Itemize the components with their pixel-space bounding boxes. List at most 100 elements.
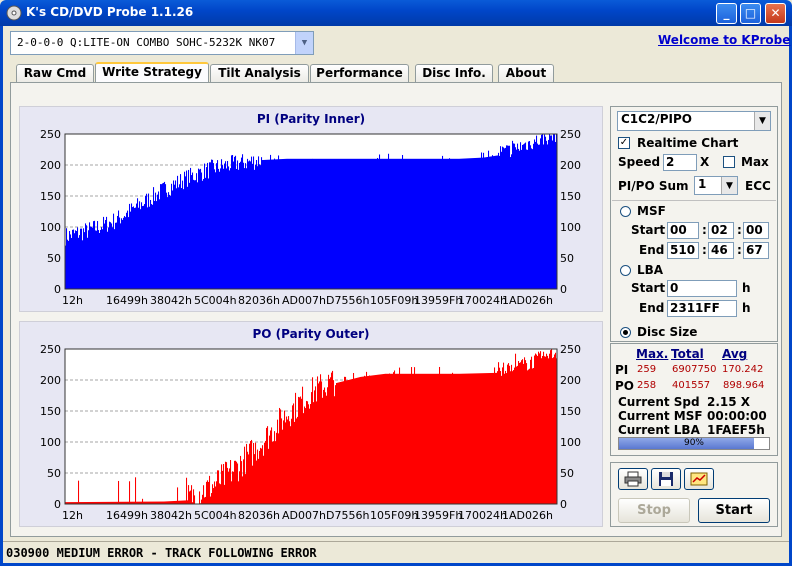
drive-select[interactable]: 2-0-0-0 Q:LITE-ON COMBO SOHC-5232K NK07 … xyxy=(10,31,314,55)
msf-start-sec[interactable]: 02 xyxy=(708,222,734,239)
bar xyxy=(71,502,73,504)
bar xyxy=(482,157,484,289)
msf-end-sec[interactable]: 46 xyxy=(708,242,734,259)
msf-start-frame[interactable]: 00 xyxy=(743,222,769,239)
bar xyxy=(131,203,133,289)
bar xyxy=(394,370,396,504)
lba-end-input[interactable]: 2311FF xyxy=(667,300,737,317)
bar xyxy=(530,359,532,504)
bar xyxy=(176,188,178,289)
bar xyxy=(203,485,205,504)
bar xyxy=(348,379,350,504)
x-tick-label: 105F09h xyxy=(370,509,418,522)
bar xyxy=(435,158,437,289)
bar xyxy=(381,374,383,504)
msf-end-min[interactable]: 510 xyxy=(667,242,699,259)
y-tick-label: 0 xyxy=(54,498,61,511)
bar xyxy=(467,158,469,289)
bar xyxy=(330,158,332,289)
mode-select[interactable]: C1C2/PIPO ▼ xyxy=(617,111,771,131)
bar xyxy=(260,447,262,504)
save-button[interactable] xyxy=(651,468,681,490)
minimize-button[interactable]: _ xyxy=(716,3,737,24)
max-checkbox[interactable] xyxy=(723,156,735,168)
chevron-down-icon[interactable]: ▼ xyxy=(721,177,737,194)
bar xyxy=(386,373,388,504)
bar xyxy=(382,158,384,289)
bar xyxy=(230,168,232,289)
bar xyxy=(98,230,100,289)
tab-raw-cmd[interactable]: Raw Cmd xyxy=(16,64,94,82)
bar xyxy=(456,158,458,289)
bar xyxy=(261,448,263,504)
bar xyxy=(216,163,218,289)
sum-select[interactable]: 1 ▼ xyxy=(694,176,738,195)
start-button[interactable]: Start xyxy=(698,498,770,523)
tab-write-strategy[interactable]: Write Strategy xyxy=(95,62,209,83)
bar xyxy=(254,169,256,289)
bar xyxy=(117,215,119,289)
bar xyxy=(238,481,240,504)
bar xyxy=(323,158,325,289)
chevron-down-icon[interactable]: ▼ xyxy=(295,32,313,54)
realtime-checkbox[interactable]: ✓ xyxy=(618,137,630,149)
bar xyxy=(286,158,288,289)
bar xyxy=(155,192,157,289)
bar xyxy=(503,362,505,504)
bar xyxy=(432,373,434,504)
y-tick-label-right: 250 xyxy=(560,128,581,141)
disc-size-radio[interactable] xyxy=(620,327,631,338)
msf-start-min[interactable]: 00 xyxy=(667,222,699,239)
bar xyxy=(162,183,164,289)
bar xyxy=(157,501,159,504)
bar xyxy=(287,419,289,504)
tab-disc-info[interactable]: Disc Info. xyxy=(415,64,493,82)
bar xyxy=(241,157,243,289)
bar xyxy=(265,159,267,289)
bar xyxy=(487,373,489,504)
bar xyxy=(300,158,302,289)
close-button[interactable]: ✕ xyxy=(765,3,786,24)
bar xyxy=(356,377,358,504)
bar xyxy=(91,226,93,289)
tab-performance[interactable]: Performance xyxy=(310,64,409,82)
bar xyxy=(112,501,114,504)
bar xyxy=(357,158,359,289)
lba-start-input[interactable]: 0 xyxy=(667,280,737,297)
bar xyxy=(503,147,505,289)
print-button[interactable] xyxy=(618,468,648,490)
msf-radio[interactable] xyxy=(620,206,631,217)
bar xyxy=(548,139,550,289)
bar xyxy=(297,416,299,504)
bar xyxy=(305,408,307,504)
stop-button[interactable]: Stop xyxy=(618,498,690,523)
chevron-down-icon[interactable]: ▼ xyxy=(754,112,770,130)
bar xyxy=(542,134,544,289)
screenshot-button[interactable] xyxy=(684,468,714,490)
x-tick-label: 13959Fh xyxy=(414,509,462,522)
lba-radio[interactable] xyxy=(620,265,631,276)
bar xyxy=(494,155,496,289)
bar xyxy=(257,449,259,504)
maximize-button[interactable]: □ xyxy=(740,3,761,24)
msf-end-frame[interactable]: 67 xyxy=(743,242,769,259)
tab-tilt-analysis[interactable]: Tilt Analysis xyxy=(210,64,309,82)
bar xyxy=(419,158,421,289)
bar xyxy=(191,175,193,289)
bar xyxy=(117,501,119,504)
bar xyxy=(106,501,108,504)
bar xyxy=(385,158,387,289)
bar xyxy=(547,355,549,504)
bar xyxy=(340,381,342,504)
bar xyxy=(152,501,154,504)
tab-about[interactable]: About xyxy=(498,64,554,82)
bar xyxy=(156,501,158,504)
pi-avg: 170.242 xyxy=(722,364,764,375)
bar xyxy=(474,158,476,289)
speed-input[interactable]: 2 xyxy=(663,154,697,171)
bar xyxy=(350,379,352,504)
bar xyxy=(184,171,186,289)
welcome-link[interactable]: Welcome to KProbe xyxy=(658,33,791,47)
pi-chart-svg: 0 0 50 50 100 100 150 150 200 200 250 250 12h 16499h 3… xyxy=(40,128,581,307)
bar xyxy=(368,375,370,504)
